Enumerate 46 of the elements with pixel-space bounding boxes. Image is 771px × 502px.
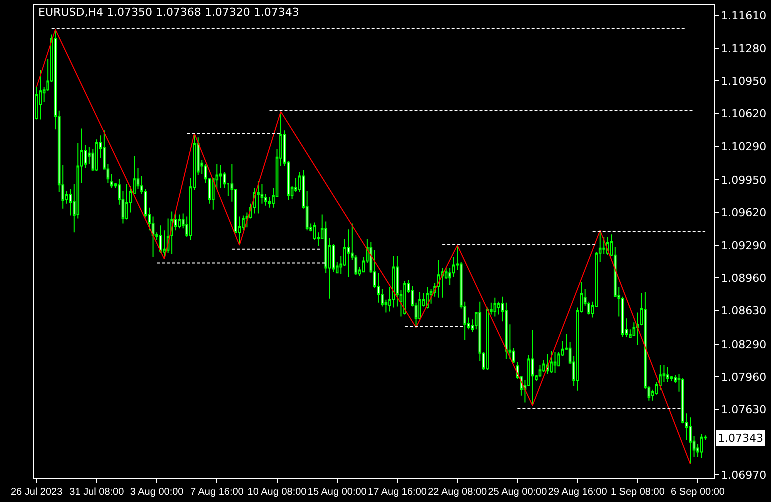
y-tick-label: 1.08960	[721, 272, 767, 285]
y-tick-label: 1.09620	[721, 206, 767, 220]
x-tick-label: 15 Aug 00:00	[308, 487, 368, 498]
y-tick-label: 1.08290	[721, 338, 767, 352]
x-tick-label: 6 Sep 00:00	[671, 487, 726, 498]
x-tick-label: 17 Aug 16:00	[368, 487, 428, 498]
y-tick-label: 1.07630	[721, 404, 767, 417]
y-tick-label: 1.09950	[721, 174, 767, 187]
candlestick	[126, 184, 128, 220]
x-tick-label: 3 Aug 00:00	[130, 487, 184, 498]
x-tick-label: 10 Aug 08:00	[248, 487, 308, 498]
candlestick	[666, 366, 670, 383]
x-tick-label: 26 Jul 2023	[10, 487, 64, 498]
candlestick	[550, 350, 553, 374]
candlestick	[219, 164, 222, 189]
x-tick-label: 22 Aug 08:00	[428, 487, 488, 498]
y-tick-label: 1.11280	[721, 42, 767, 56]
y-tick-label: 1.09290	[721, 239, 767, 252]
candlestick	[554, 352, 557, 374]
candlestick	[689, 417, 692, 465]
candlestick	[437, 260, 440, 298]
line-series	[36, 29, 692, 465]
candlestick	[110, 174, 114, 189]
candlestick	[700, 434, 704, 459]
y-tick-label: 1.10950	[721, 75, 767, 88]
x-tick-label: 1 Sep 08:00	[610, 487, 666, 498]
chart-title: EURUSD,H4 1.07350 1.07368 1.07320 1.07343	[38, 6, 300, 19]
candlestick	[494, 297, 497, 318]
candlestick	[392, 256, 396, 308]
y-tick-label: 1.10290	[721, 140, 767, 154]
y-tick-label: 1.11610	[721, 10, 767, 23]
candlestick	[257, 180, 260, 214]
text: 1.07343	[718, 432, 764, 445]
x-tick-label: 29 Aug 16:00	[548, 487, 608, 498]
candlestick	[39, 70, 42, 120]
candlestick	[531, 330, 534, 406]
y-tick-label: 1.07960	[721, 370, 767, 384]
candlestick	[404, 280, 406, 316]
y-tick-label: 1.10620	[721, 108, 767, 121]
y-tick-label: 1.06970	[721, 468, 767, 482]
candlestick	[96, 139, 98, 172]
candlestick	[178, 214, 181, 230]
x-tick-label: 31 Jul 08:00	[70, 487, 125, 498]
x-tick-label: 7 Aug 16:00	[190, 487, 244, 498]
y-tick-label: 1.08630	[721, 304, 767, 318]
x-tick-label: 25 Aug 00:00	[488, 487, 548, 498]
